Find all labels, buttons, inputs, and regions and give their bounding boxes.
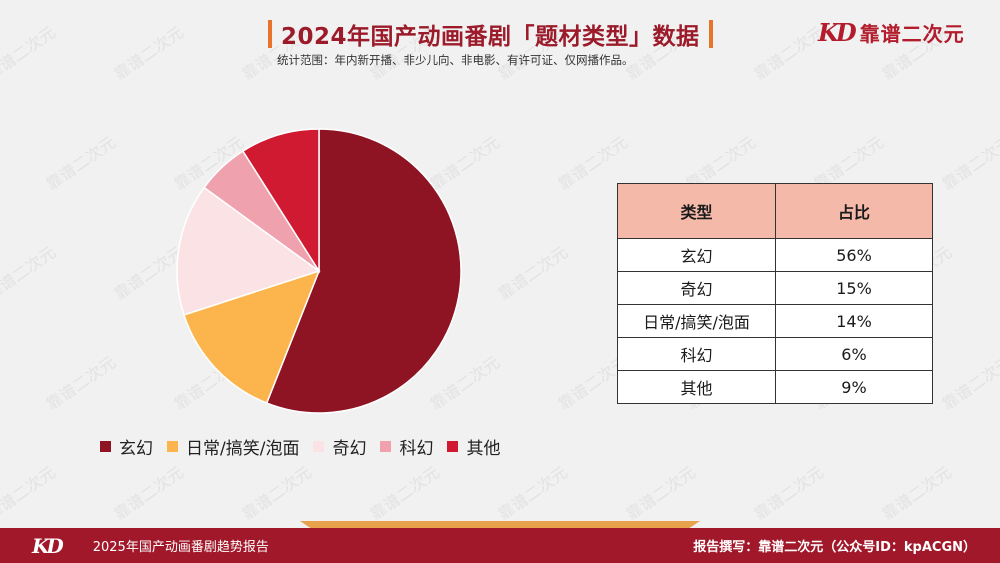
legend-label: 科幻 [399,439,434,459]
table-header-row: 类型 占比 [617,183,933,239]
footer-decoration [300,521,700,529]
watermark-text: 靠谱二次元 [622,462,700,524]
title-bar-right [708,20,713,48]
legend-item: 奇幻 [313,434,366,459]
table-cell-share: 56% [775,238,933,272]
watermark-text: 靠谱二次元 [0,462,60,524]
legend-label: 其他 [466,439,501,459]
brand-name: 靠谱二次元 [859,22,965,46]
watermark-text: 靠谱二次元 [494,242,572,304]
table-row: 奇幻 15% [617,271,933,305]
watermark-text: 靠谱二次元 [494,462,572,524]
table-row: 科幻 6% [617,337,933,371]
legend-swatch [313,441,325,452]
watermark-text: 靠谱二次元 [0,242,60,304]
watermark-text: 靠谱二次元 [938,132,1000,194]
legend-label: 日常/搞笑/泡面 [186,439,300,459]
watermark-text: 靠谱二次元 [878,462,956,524]
watermark-text: 靠谱二次元 [42,132,120,194]
watermark-text: 靠谱二次元 [750,462,828,524]
table-header-share: 占比 [775,183,933,239]
chart-legend: 玄幻 日常/搞笑/泡面 奇幻 科幻 其他 [100,434,514,459]
title-text: 2024年国产动画番剧「题材类型」数据 [281,24,700,50]
watermark-text: 靠谱二次元 [0,22,60,84]
legend-swatch [167,441,178,452]
legend-label: 玄幻 [119,439,153,459]
table-cell-type: 玄幻 [617,238,776,272]
legend-swatch [100,441,111,452]
table-cell-share: 9% [775,370,933,404]
legend-item: 日常/搞笑/泡面 [167,434,299,459]
legend-label: 奇幻 [332,439,367,459]
legend-swatch [447,441,459,452]
pie-chart [176,128,462,414]
table-cell-type: 其他 [617,370,776,404]
legend-item: 玄幻 [100,434,153,459]
footer: KD 2025年国产动画番剧趋势报告 报告撰写：靠谱二次元（公众号ID：kpAC… [0,528,1000,563]
legend-item: 其他 [447,434,500,459]
brand: KD 靠谱二次元 [818,18,965,47]
table-cell-share: 14% [775,304,933,338]
table-row: 其他 9% [617,370,933,404]
table-header-type: 类型 [617,183,776,239]
data-table: 类型 占比 玄幻 56% 奇幻 15% 日常/搞笑/泡面 14% 科幻 6% 其… [617,183,933,404]
table-cell-type: 奇幻 [617,271,776,305]
footer-credit: 报告撰写：靠谱二次元（公众号ID：kpACGN） [693,540,976,555]
table-row: 日常/搞笑/泡面 14% [617,304,933,338]
pie-slice-4 [241,128,320,274]
table-cell-share: 15% [775,271,933,305]
table-cell-share: 6% [775,337,933,371]
watermark-text: 靠谱二次元 [110,462,188,524]
watermark-text: 靠谱二次元 [238,462,316,524]
footer-report-title: 2025年国产动画番剧趋势报告 [92,540,269,555]
watermark-text: 靠谱二次元 [750,22,828,84]
page-title: 2024年国产动画番剧「题材类型」数据 [268,18,713,50]
watermark-text: 靠谱二次元 [42,352,120,414]
table-row: 玄幻 56% [617,238,933,272]
watermark-text: 靠谱二次元 [110,22,188,84]
brand-logo-icon: KD [818,18,857,47]
legend-item: 科幻 [380,434,433,459]
watermark-text: 靠谱二次元 [366,462,444,524]
watermark-text: 靠谱二次元 [938,352,1000,414]
pie-slice-2 [176,186,321,316]
table-cell-type: 科幻 [617,337,776,371]
legend-swatch [380,441,392,452]
title-bar-left [268,20,272,48]
table-cell-type: 日常/搞笑/泡面 [617,304,776,338]
pie-slice-0 [265,128,462,414]
subtitle: 统计范围：年内新开播、非少儿向、非电影、有许可证、仅网播作品。 [277,53,634,67]
footer-logo-icon: KD [32,533,64,558]
